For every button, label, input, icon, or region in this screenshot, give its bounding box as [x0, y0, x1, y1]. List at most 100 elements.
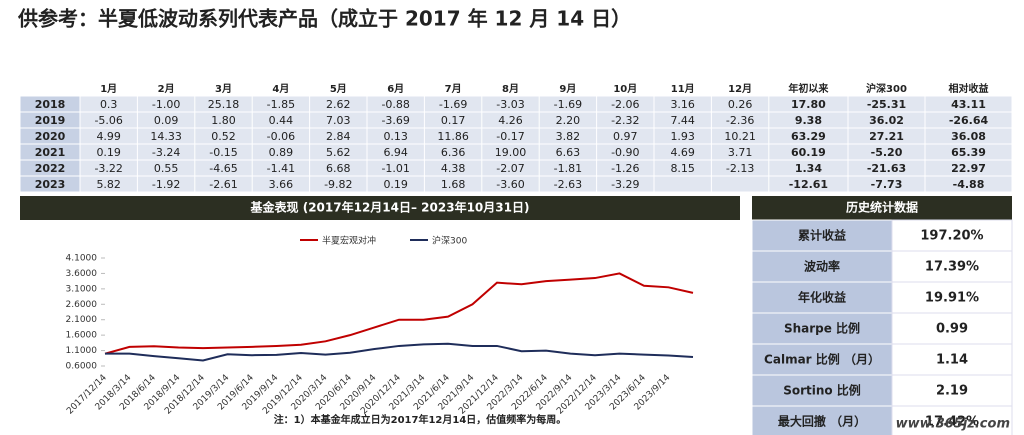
stats-value-bg	[891, 281, 1013, 314]
table-cell: 0.3	[100, 98, 118, 111]
table-cell: 4.26	[498, 114, 523, 127]
table-header-cell: 3月	[215, 83, 232, 95]
table-cell: 4.99	[96, 130, 121, 143]
legend-label: 半夏宏观对冲	[322, 235, 376, 247]
table-header-cell: 相对收益	[949, 82, 989, 95]
table-cell: -1.92	[152, 178, 180, 191]
table-header-cell: 10月	[613, 83, 637, 95]
table-cell: 1.68	[441, 178, 466, 191]
table-cell: -0.88	[381, 98, 409, 111]
table-cell: 14.33	[150, 130, 182, 143]
stats-label: Sharpe 比例	[784, 321, 860, 336]
table-cell: 4.69	[670, 146, 695, 159]
table-cell: 17.80	[791, 98, 826, 111]
table-cell: 2023	[35, 178, 66, 191]
table-cell: -2.36	[726, 114, 754, 127]
y-tick-label: 4.1000	[66, 254, 98, 264]
table-cell: 36.02	[869, 114, 904, 127]
table-cell: 11.86	[437, 130, 469, 143]
table-cell: 2021	[35, 146, 66, 159]
table-cell: -26.64	[949, 114, 989, 127]
table-cell: 0.26	[728, 98, 753, 111]
table-cell: -2.13	[726, 162, 754, 175]
table-cell: 19.00	[495, 146, 527, 159]
table-cell: -1.00	[152, 98, 180, 111]
table-header-cell: 8月	[502, 83, 519, 95]
y-tick-label: 2.1000	[66, 315, 98, 325]
table-cell: -2.63	[554, 178, 582, 191]
table-cell: -0.90	[611, 146, 639, 159]
table-cell: 0.89	[269, 146, 294, 159]
table-cell: -4.65	[209, 162, 237, 175]
table-cell: 1.93	[670, 130, 695, 143]
table-cell: 0.55	[154, 162, 179, 175]
stats-label-bg	[751, 312, 893, 345]
table-cell: -4.88	[953, 178, 985, 191]
table-cell: 25.18	[208, 98, 240, 111]
stats-value: 17.42%	[925, 415, 979, 430]
table-cell: -3.22	[94, 162, 122, 175]
y-tick-label: 3.1000	[66, 284, 98, 294]
table-cell: -9.82	[324, 178, 352, 191]
stats-value-bg	[891, 219, 1013, 252]
table-cell: 10.21	[724, 130, 756, 143]
table-cell: 2020	[35, 130, 66, 143]
table-cell: -5.06	[94, 114, 122, 127]
table-cell: -0.17	[496, 130, 524, 143]
stats-label: 累计收益	[798, 228, 846, 243]
table-cell: -1.41	[267, 162, 295, 175]
table-cell: 6.68	[326, 162, 351, 175]
table-cell: 7.03	[326, 114, 351, 127]
table-cell: -7.73	[871, 178, 903, 191]
table-cell: -1.26	[611, 162, 639, 175]
table-cell: 3.66	[269, 178, 294, 191]
table-cell: 2022	[35, 162, 66, 175]
chart-note: 注：1）本基金年成立日为2017年12月14日，估值频率为每周。	[274, 413, 567, 426]
line-series	[104, 272, 694, 355]
table-cell: 5.82	[96, 178, 121, 191]
stats-title: 历史统计数据	[846, 200, 918, 215]
stats-value-bg	[891, 374, 1013, 407]
table-cell: -3.03	[496, 98, 524, 111]
table-cell: 6.63	[556, 146, 581, 159]
table-cell: -0.06	[267, 130, 295, 143]
table-cell: -3.24	[152, 146, 180, 159]
table-header-cell: 4月	[272, 83, 289, 95]
stats-value: 0.99	[936, 322, 968, 337]
stats-value: 197.20%	[920, 229, 983, 244]
stats-label-bg	[751, 250, 893, 283]
table-cell: 1.34	[795, 162, 822, 175]
table-cell: -2.06	[611, 98, 639, 111]
stats-label: 最大回撤 （月）	[778, 414, 866, 429]
stats-value: 19.91%	[925, 291, 979, 306]
stats-value-bg	[891, 405, 1013, 435]
table-header-cell: 2月	[158, 83, 175, 95]
table-cell: 0.13	[383, 130, 408, 143]
watermark: www.365jz.com	[896, 417, 1010, 432]
stats-label-bg	[751, 374, 893, 407]
table-header-cell: 5月	[330, 83, 347, 95]
table-header-cell: 11月	[671, 83, 695, 95]
table-cell: -12.61	[789, 178, 828, 191]
y-tick-label: 2.6000	[66, 300, 98, 310]
table-cell: -25.31	[867, 98, 906, 111]
page-title: 供参考：半夏低波动系列代表产品（成立于 2017 年 12 月 14 日）	[17, 7, 631, 31]
table-cell: 3.71	[728, 146, 753, 159]
table-cell: 0.97	[613, 130, 638, 143]
stats-value-bg	[891, 343, 1013, 376]
stats-header-bar	[752, 196, 1012, 220]
table-cell: 0.19	[96, 146, 121, 159]
table-cell: -2.07	[496, 162, 524, 175]
table-cell: 60.19	[791, 146, 826, 159]
table-cell: 0.09	[154, 114, 179, 127]
table-cell: -21.63	[867, 162, 906, 175]
table-header-cell: 9月	[559, 83, 576, 95]
y-tick-label: 3.6000	[66, 269, 98, 279]
table-cell: 43.11	[951, 98, 986, 111]
table-cell: 2.84	[326, 130, 351, 143]
table-cell: 63.29	[791, 130, 826, 143]
table-cell: 0.52	[211, 130, 236, 143]
table-cell: 6.94	[383, 146, 408, 159]
table-cell: 5.62	[326, 146, 351, 159]
